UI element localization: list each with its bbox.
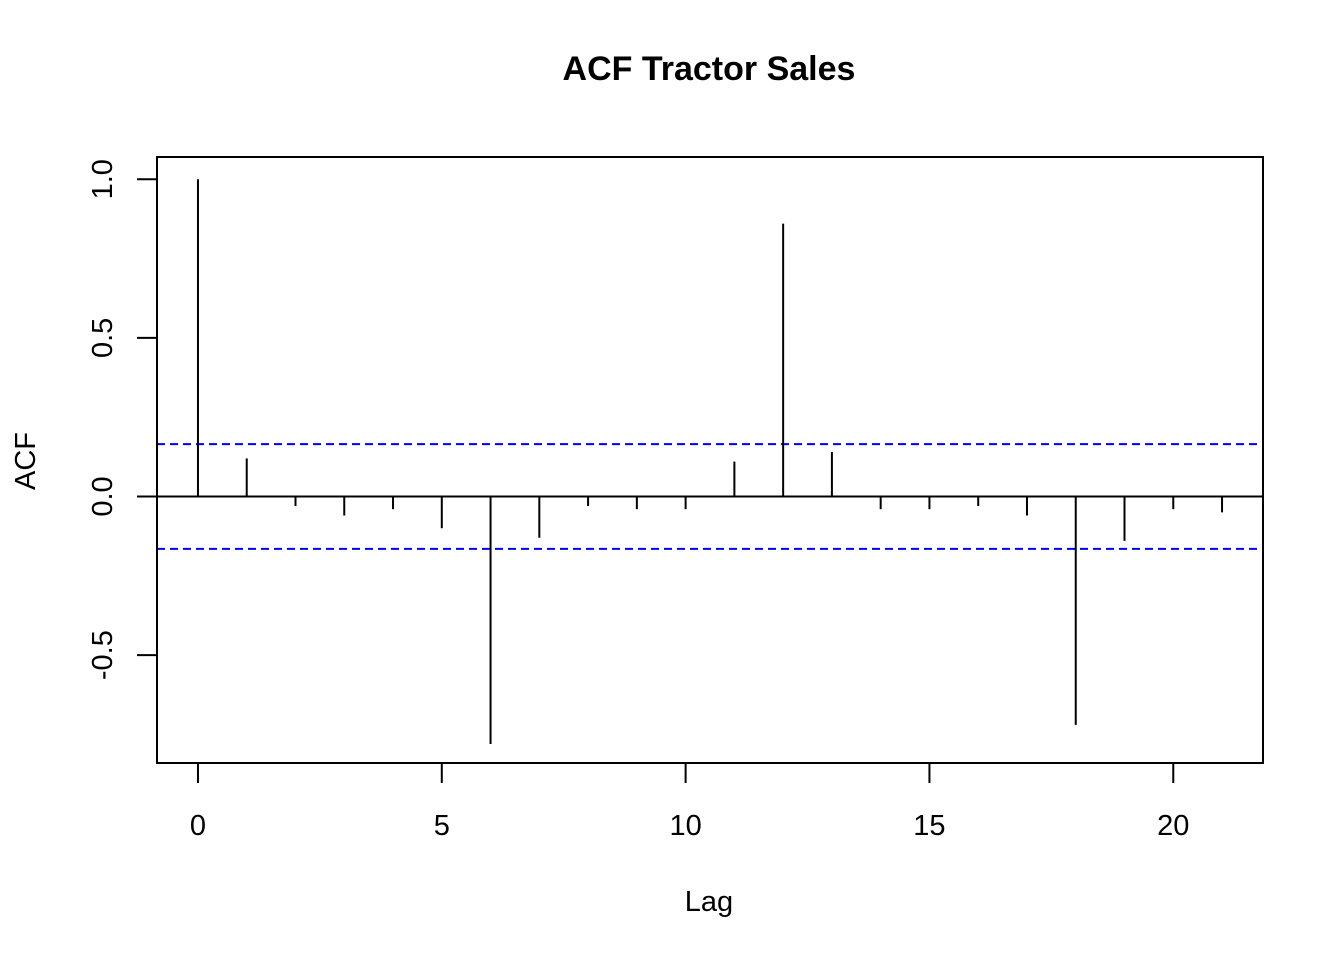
y-axis: -0.5 0.0 0.5 1.0 <box>87 159 157 680</box>
x-axis: 0 5 10 15 20 <box>190 763 1189 842</box>
acf-bars <box>196 179 1224 744</box>
y-tick-label: -0.5 <box>87 630 119 680</box>
y-tick-label: 0.0 <box>87 476 119 516</box>
x-tick-label: 10 <box>669 810 701 842</box>
x-axis-label: Lag <box>685 886 733 918</box>
plot-frame <box>156 156 1264 764</box>
x-tick-label: 15 <box>913 810 945 842</box>
x-tick-label: 20 <box>1157 810 1189 842</box>
confidence-bounds <box>157 443 1263 550</box>
y-tick-label: 1.0 <box>87 159 119 199</box>
chart-title: ACF Tractor Sales <box>563 50 856 88</box>
y-axis-label: ACF <box>10 432 42 490</box>
y-tick-label: 0.5 <box>87 318 119 358</box>
x-tick-label: 0 <box>190 810 206 842</box>
x-tick-label: 5 <box>434 810 450 842</box>
